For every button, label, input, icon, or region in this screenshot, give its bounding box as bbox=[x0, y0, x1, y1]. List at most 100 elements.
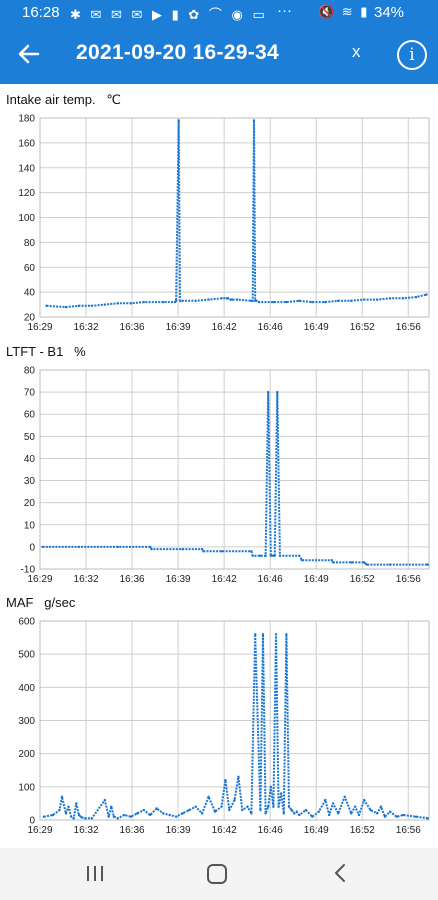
recent-apps-icon[interactable] bbox=[84, 864, 106, 884]
x-tick-label: 16:29 bbox=[27, 825, 52, 836]
data-point bbox=[264, 554, 267, 557]
data-point bbox=[207, 795, 210, 798]
y-tick-label: 100 bbox=[18, 782, 35, 793]
close-button[interactable]: x bbox=[352, 42, 361, 61]
data-point bbox=[324, 300, 327, 304]
data-point bbox=[51, 813, 55, 817]
x-tick-label: 16:56 bbox=[396, 322, 421, 333]
data-point bbox=[116, 302, 120, 305]
x-tick-label: 16:29 bbox=[27, 574, 52, 585]
info-icon[interactable]: i bbox=[397, 40, 427, 70]
data-point bbox=[379, 805, 383, 808]
data-point bbox=[274, 633, 278, 636]
chart-title: MAF g/sec bbox=[6, 595, 76, 610]
y-tick-label: 30 bbox=[24, 476, 36, 487]
y-tick-label: 100 bbox=[18, 213, 35, 224]
data-point bbox=[279, 792, 283, 795]
data-point bbox=[257, 300, 261, 304]
data-point bbox=[298, 813, 301, 817]
data-point bbox=[353, 805, 357, 808]
data-point bbox=[161, 300, 165, 304]
y-tick-label: 160 bbox=[18, 138, 35, 149]
y-tick-label: 40 bbox=[24, 288, 36, 299]
status-time: 16:28 bbox=[22, 4, 60, 21]
data-point bbox=[116, 545, 120, 549]
data-point bbox=[200, 812, 204, 815]
x-tick-label: 16:52 bbox=[350, 322, 375, 333]
notification-icons: ✱ ✉ ✉ ✉ ▶ ▮ ✿ ⌒ ◉ ▭ bbox=[70, 7, 268, 22]
data-point bbox=[290, 808, 293, 812]
y-tick-label: 40 bbox=[24, 454, 36, 465]
data-point bbox=[69, 815, 73, 818]
data-point bbox=[414, 815, 418, 818]
data-point bbox=[369, 808, 372, 812]
plot-frame bbox=[39, 117, 430, 318]
data-point bbox=[149, 545, 152, 549]
data-point bbox=[250, 550, 253, 553]
x-tick-label: 16:36 bbox=[120, 574, 145, 585]
y-tick-label: 120 bbox=[18, 188, 35, 199]
data-point bbox=[331, 802, 335, 805]
data-point bbox=[395, 815, 398, 818]
data-point bbox=[255, 299, 258, 303]
x-tick-label: 16:42 bbox=[212, 825, 237, 836]
data-point bbox=[254, 633, 257, 636]
data-point bbox=[425, 293, 428, 296]
data-point bbox=[181, 299, 184, 303]
y-tick-label: 60 bbox=[24, 263, 36, 274]
data-point bbox=[327, 813, 331, 817]
data-point bbox=[178, 299, 182, 303]
data-point bbox=[298, 554, 301, 557]
series-line bbox=[43, 633, 428, 820]
data-point bbox=[103, 303, 107, 306]
nav-back-icon[interactable] bbox=[330, 861, 350, 885]
data-point bbox=[103, 798, 107, 802]
data-point bbox=[142, 300, 145, 304]
x-tick-label: 16:56 bbox=[396, 825, 421, 836]
home-icon[interactable] bbox=[207, 864, 227, 884]
data-point bbox=[237, 775, 240, 779]
data-point bbox=[90, 304, 94, 308]
y-tick-label: 80 bbox=[24, 366, 36, 377]
y-tick-label: 600 bbox=[18, 617, 35, 628]
chart-title: LTFT - B1 % bbox=[6, 344, 86, 359]
data-point bbox=[267, 805, 270, 808]
data-point bbox=[77, 304, 81, 308]
data-point bbox=[261, 633, 265, 636]
y-tick-label: 20 bbox=[24, 498, 36, 509]
data-point bbox=[324, 798, 327, 802]
data-point bbox=[112, 815, 116, 818]
data-point bbox=[228, 808, 231, 812]
y-tick-label: 140 bbox=[18, 163, 35, 174]
data-point bbox=[187, 808, 191, 812]
data-point bbox=[116, 817, 120, 820]
data-point bbox=[287, 805, 291, 808]
data-point bbox=[202, 550, 205, 553]
data-point bbox=[362, 561, 366, 564]
data-point bbox=[58, 808, 61, 812]
data-point bbox=[401, 813, 405, 817]
data-point bbox=[259, 808, 262, 812]
data-point bbox=[80, 816, 83, 819]
x-tick-label: 16:46 bbox=[258, 574, 283, 585]
x-tick-label: 16:39 bbox=[166, 322, 191, 333]
data-point bbox=[60, 795, 64, 798]
series-line bbox=[46, 119, 427, 309]
data-point bbox=[161, 812, 165, 815]
intake-air-temp-plot: 20 40 60 80 100 120 140 160 180 16:29 16:32 16:36 16… bbox=[18, 114, 430, 333]
data-point bbox=[343, 795, 346, 798]
data-point bbox=[362, 298, 366, 301]
data-point bbox=[177, 119, 180, 122]
x-tick-label: 16:42 bbox=[212, 322, 237, 333]
y-tick-label: 80 bbox=[24, 238, 36, 249]
data-point bbox=[292, 812, 296, 815]
y-tick-label: -10 bbox=[21, 565, 36, 576]
data-point bbox=[181, 812, 184, 815]
back-arrow-icon[interactable] bbox=[14, 38, 44, 70]
data-point bbox=[350, 561, 353, 564]
status-bar: 16:28 ✱ ✉ ✉ ✉ ▶ ▮ ✿ ⌒ ◉ ▭ ··· 🔇 ≋ ▮ 34% bbox=[0, 0, 438, 26]
x-tick-label: 16:49 bbox=[304, 825, 329, 836]
data-point bbox=[285, 300, 288, 304]
x-tick-label: 16:32 bbox=[74, 825, 99, 836]
y-tick-label: 10 bbox=[24, 520, 36, 531]
